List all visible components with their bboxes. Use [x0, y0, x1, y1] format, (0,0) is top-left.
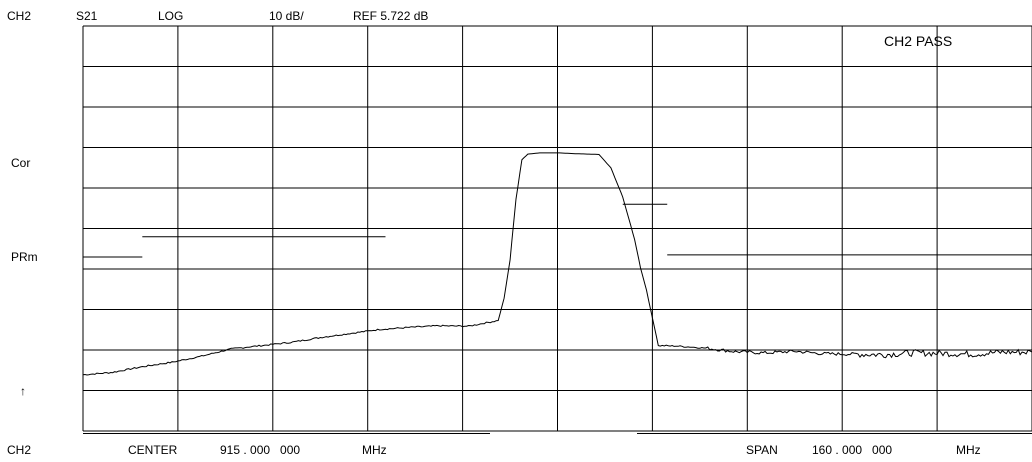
- channel-label: CH2: [7, 9, 32, 23]
- footer-channel-label: CH2: [7, 443, 32, 457]
- pass-indicator: CH2 PASS: [884, 33, 953, 49]
- parameter-label: S21: [76, 9, 98, 23]
- span-value: 160 . 000 000: [812, 443, 893, 457]
- center-unit: MHz: [362, 443, 387, 457]
- scale-label: 10 dB/: [269, 9, 304, 23]
- reference-label: REF 5.722 dB: [353, 9, 429, 23]
- center-value: 915 . 000 000: [220, 443, 301, 457]
- span-label: SPAN: [746, 443, 778, 457]
- center-label: CENTER: [128, 443, 178, 457]
- reference-arrow-icon: ↑: [20, 384, 26, 398]
- graticule-grid: [82, 25, 1032, 432]
- limit-lines: [83, 203, 1032, 258]
- span-unit: MHz: [956, 443, 981, 457]
- format-label: LOG: [158, 9, 184, 23]
- preset-marker-label: PRm: [11, 250, 38, 264]
- correction-label: Cor: [11, 156, 31, 170]
- s21-trace: [82, 152, 1032, 376]
